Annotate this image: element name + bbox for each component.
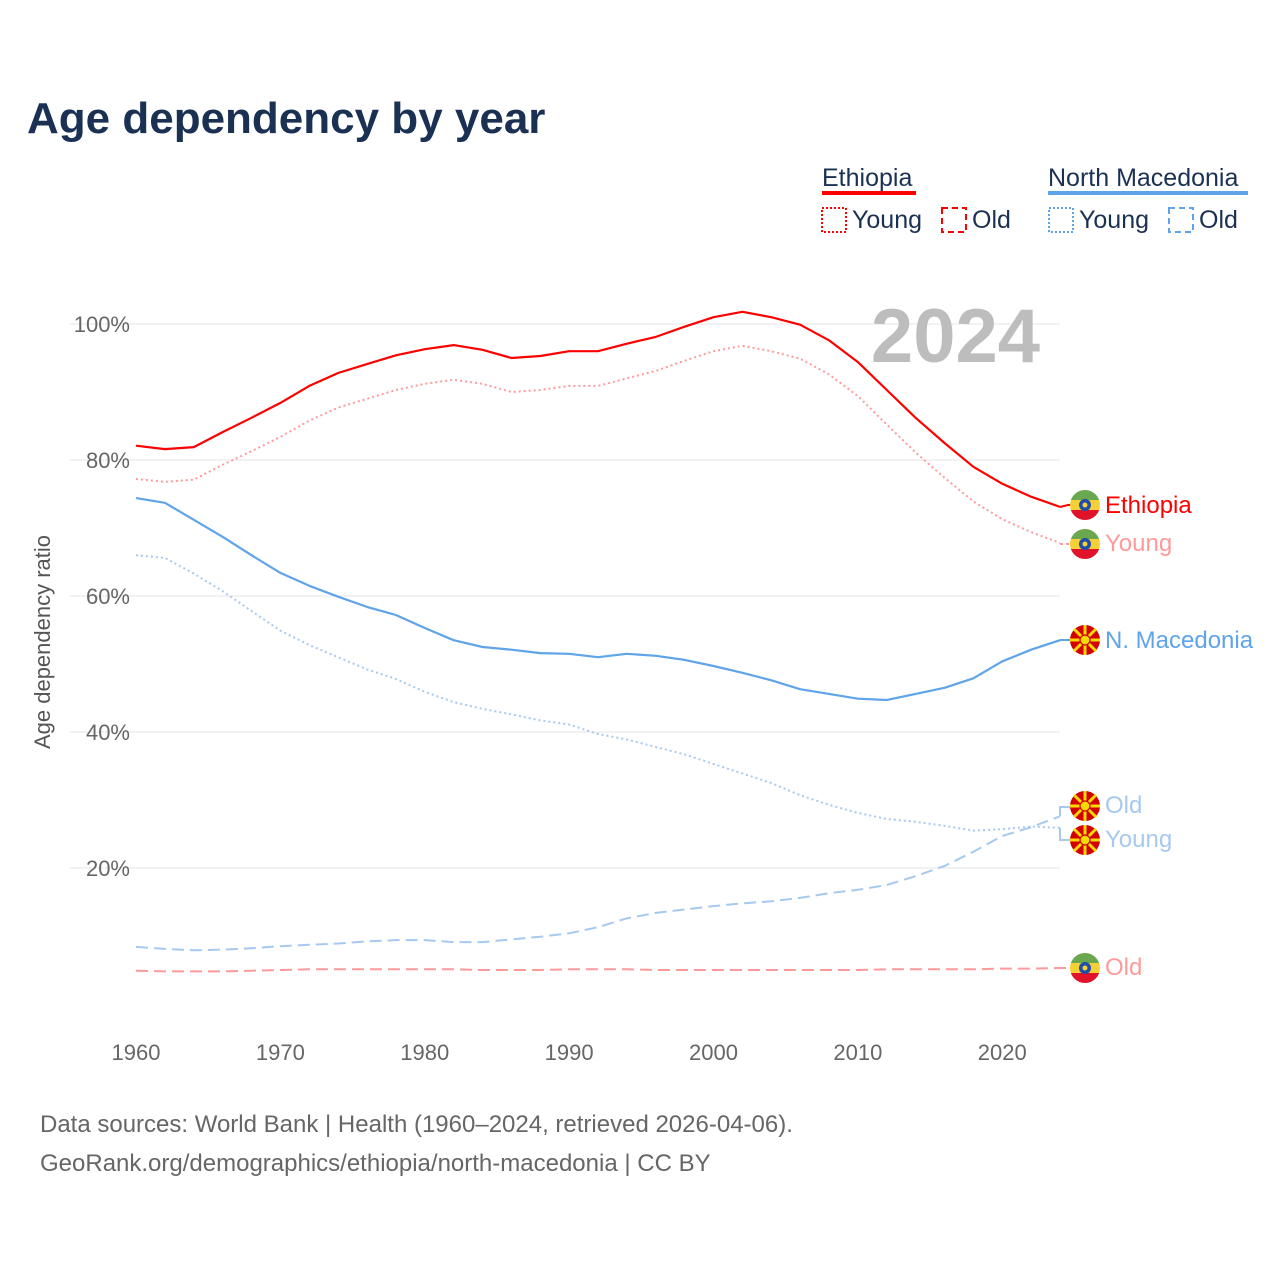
ethiopia-flag-icon: [1070, 529, 1100, 559]
north-macedonia-flag-icon: [1068, 823, 1102, 857]
legend-dashed-swatch-icon: [1168, 207, 1194, 233]
footer-sources: Data sources: World Bank | Health (1960–…: [40, 1111, 793, 1138]
legend-ethiopia-young[interactable]: Young: [852, 206, 922, 234]
year-watermark: 2024: [871, 294, 1040, 379]
legend-north-macedonia-old[interactable]: Old: [1199, 206, 1238, 234]
legend-dotted-swatch-icon: [1048, 207, 1074, 233]
x-tick-label: 2010: [833, 1040, 882, 1065]
x-tick-label: 1990: [545, 1040, 594, 1065]
connector-mkd-old: [1059, 806, 1072, 816]
gridlines: [70, 323, 1060, 869]
x-tick-label: 2000: [689, 1040, 738, 1065]
series-line-mkd-young: [135, 554, 1061, 832]
legend-dotted-swatch-icon: [821, 207, 847, 233]
ethiopia-flag-icon: [1070, 953, 1100, 983]
legend-dashed-swatch-icon: [941, 207, 967, 233]
series-line-mkd-total: [135, 497, 1061, 702]
series-lines: [135, 310, 1061, 973]
end-label-north-macedonia-young: Young: [1105, 826, 1172, 853]
end-label-ethiopia: Ethiopia: [1105, 492, 1192, 519]
connector-mkd-young: [1059, 828, 1072, 841]
end-label-north-macedonia-old: Old: [1105, 792, 1142, 819]
end-label-ethiopia-young: Young: [1105, 530, 1172, 557]
legend-ethiopia-old[interactable]: Old: [972, 206, 1011, 234]
legend-north-macedonia-young[interactable]: Young: [1079, 206, 1149, 234]
series-line-eth-young: [135, 344, 1061, 544]
x-tick-label: 1980: [400, 1040, 449, 1065]
y-axis-label: Age dependency ratio: [30, 535, 55, 749]
x-axis-ticks: 1960 1970 1980 1990 2000 2010 2020: [112, 1040, 1027, 1065]
end-label-ethiopia-old: Old: [1105, 954, 1142, 981]
series-line-eth-total: [135, 310, 1061, 508]
north-macedonia-flag-icon: [1068, 623, 1102, 657]
y-tick-label: 40%: [86, 720, 130, 745]
legend-ethiopia-label[interactable]: Ethiopia: [822, 164, 912, 192]
y-tick-label: 60%: [86, 584, 130, 609]
y-tick-label: 100%: [74, 312, 130, 337]
series-line-mkd-old: [135, 815, 1061, 952]
ethiopia-flag-icon: [1070, 490, 1100, 520]
legend: Ethiopia Young Old North Macedonia Young…: [821, 164, 1248, 234]
series-line-eth-old: [135, 967, 1061, 973]
x-tick-label: 2020: [978, 1040, 1027, 1065]
end-labels: Ethiopia Young N. Macedonia Old Young Ol…: [1059, 490, 1254, 983]
y-tick-label: 20%: [86, 856, 130, 881]
legend-north-macedonia-label[interactable]: North Macedonia: [1048, 164, 1238, 192]
footer-link[interactable]: GeoRank.org/demographics/ethiopia/north-…: [40, 1150, 711, 1177]
legend-north-macedonia-swatch: [1048, 191, 1248, 195]
y-axis-ticks: 20% 40% 60% 80% 100%: [74, 312, 130, 881]
x-tick-label: 1960: [112, 1040, 161, 1065]
x-tick-label: 1970: [256, 1040, 305, 1065]
y-tick-label: 80%: [86, 448, 130, 473]
end-label-north-macedonia: N. Macedonia: [1105, 627, 1254, 654]
legend-ethiopia-swatch: [822, 191, 916, 195]
chart-title: Age dependency by year: [27, 94, 545, 143]
north-macedonia-flag-icon: [1068, 789, 1102, 823]
